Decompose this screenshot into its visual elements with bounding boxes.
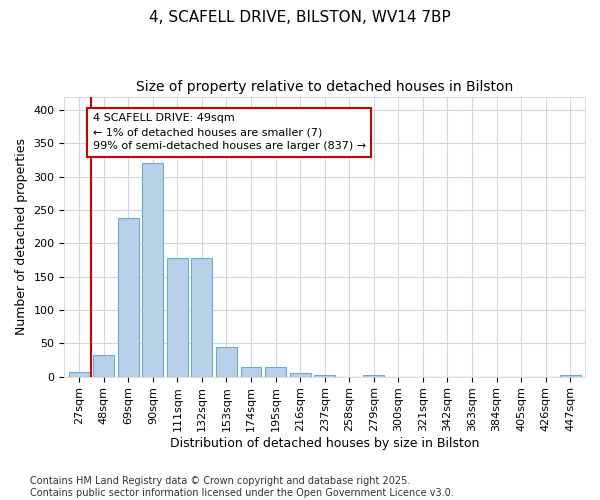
Bar [290, 374, 311, 376]
Bar [69, 372, 89, 376]
Bar [142, 163, 163, 376]
Bar [364, 374, 384, 376]
Title: Size of property relative to detached houses in Bilston: Size of property relative to detached ho… [136, 80, 514, 94]
Bar [191, 258, 212, 376]
Bar [118, 218, 139, 376]
Y-axis label: Number of detached properties: Number of detached properties [15, 138, 28, 335]
Bar [216, 346, 237, 376]
Text: Contains HM Land Registry data © Crown copyright and database right 2025.
Contai: Contains HM Land Registry data © Crown c… [30, 476, 454, 498]
Bar [241, 366, 262, 376]
Text: 4 SCAFELL DRIVE: 49sqm
← 1% of detached houses are smaller (7)
99% of semi-detac: 4 SCAFELL DRIVE: 49sqm ← 1% of detached … [92, 113, 366, 151]
Bar [265, 366, 286, 376]
Text: 4, SCAFELL DRIVE, BILSTON, WV14 7BP: 4, SCAFELL DRIVE, BILSTON, WV14 7BP [149, 10, 451, 25]
Bar [167, 258, 188, 376]
X-axis label: Distribution of detached houses by size in Bilston: Distribution of detached houses by size … [170, 437, 479, 450]
Bar [93, 356, 114, 376]
